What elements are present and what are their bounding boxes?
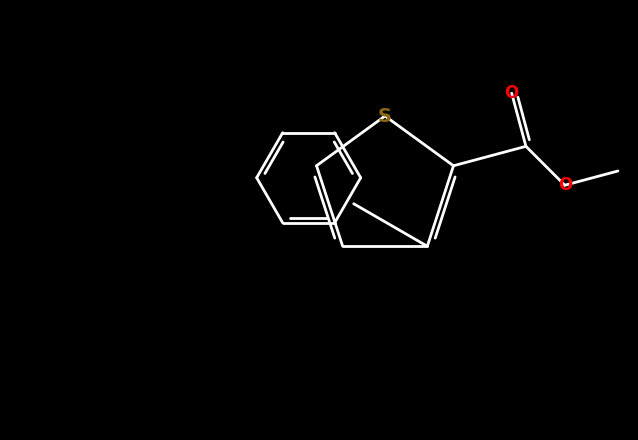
Text: O: O — [558, 176, 572, 194]
Text: O: O — [505, 84, 519, 102]
Text: S: S — [378, 106, 392, 125]
